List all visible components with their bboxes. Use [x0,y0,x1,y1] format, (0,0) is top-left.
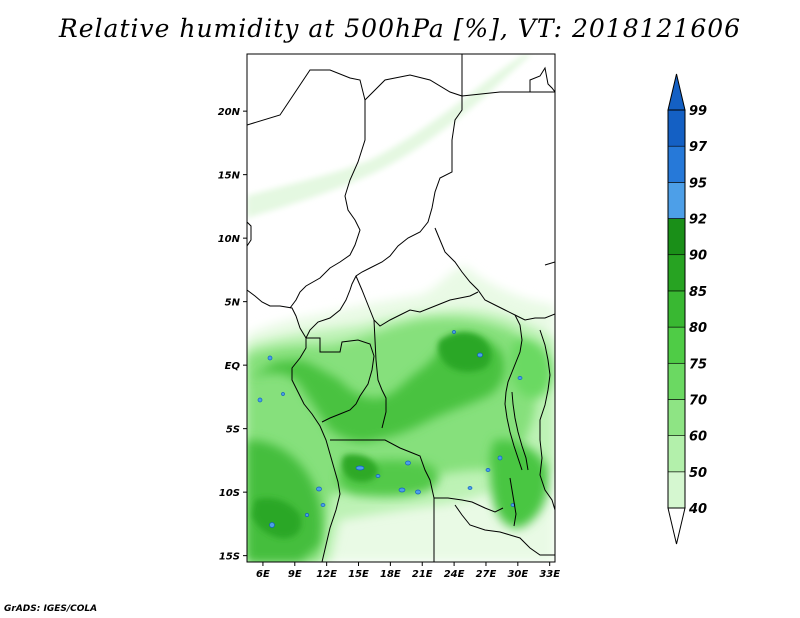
colorbar-level-label: 90 [689,249,707,264]
colorbar-bottom-triangle [667,507,686,545]
border-congo-1 [306,337,375,423]
x-axis: 6E 9E 12E 15E 18E 21E 24E 27E 30E 33E [256,562,560,580]
humidity-zone-90 [437,332,492,372]
y-tick-label: 5N [225,298,241,309]
humidity-99-pockets [257,330,523,528]
border-north-3 [305,96,463,339]
y-tick-label: 15N [218,171,241,182]
humidity-zone-85 [247,334,506,442]
border-east-coast [539,329,555,511]
humidity-field [247,54,555,562]
y-tick-label: 10N [218,234,241,245]
x-tick-label: 9E [288,569,302,580]
colorbar-level-label: 70 [689,393,707,408]
y-tick-label: 5S [226,425,240,436]
humidity-zone-90b [252,498,302,539]
x-tick-label: 33E [539,569,560,580]
border-north-2 [364,54,463,101]
colorbar-segment [667,471,686,509]
border-car-south [355,275,479,327]
border-uganda [505,314,523,393]
colorbar-level-label: 40 [688,502,707,517]
colorbar-level-label: 60 [689,430,707,445]
border-coastline-west [247,289,341,562]
humidity-band-north [247,54,532,218]
colorbar-segment [667,109,686,147]
colorbar-level-label: 80 [689,321,707,336]
border-east-1 [434,227,555,321]
colorbar-top-triangle [667,73,686,111]
colorbar-level-label: 97 [689,140,708,155]
border-drc-angola [330,439,504,513]
colorbar-segment [667,182,686,219]
colorbar-level-label: 75 [689,357,707,372]
colorbar-segment [667,254,686,292]
colorbar-segment [667,145,686,183]
colorbar-segment [667,218,686,256]
border-top-right-coast [529,66,555,93]
border-west-lake [247,221,252,247]
x-tick-label: 15E [348,569,369,580]
map-frame [246,53,556,563]
credit-label: GrADS: IGES/COLA [4,604,98,614]
colorbar-segment [667,326,686,364]
colorbar-level-label: 99 [689,104,707,119]
border-chad-sudan [461,91,555,97]
colorbar-level-label: 95 [689,176,707,191]
country-borders [247,54,555,562]
y-tick-label: 10S [219,488,240,499]
y-tick-label: 15S [219,552,240,563]
chart-title: Relative humidity at 500hPa [%], VT: 201… [58,14,742,43]
border-lake-tanganyika-2 [511,391,529,471]
colorbar-level-label: 92 [689,213,707,228]
x-tick-label: 6E [256,569,270,580]
colorbar-segment [667,290,686,328]
humidity-zone-80e [510,338,553,399]
border-kenya-north [544,261,555,266]
colorbar-level-label: 85 [689,285,707,300]
border-malawi [509,477,517,527]
y-axis: 15S 10S 5S EQ 5N 10N 15N 20N [218,107,247,563]
border-congo-2 [373,319,387,429]
x-tick-label: 30E [507,569,528,580]
x-tick-label: 18E [380,569,401,580]
x-tick-label: 27E [476,569,497,580]
colorbar-segment [667,435,686,473]
border-zambia-south [454,504,555,556]
colorbar-segment [667,362,686,400]
x-tick-label: 12E [316,569,337,580]
y-tick-label: 20N [218,107,241,118]
humidity-zone-85d [490,439,549,529]
colorbar-segment [667,399,686,436]
colorbar-legend: 40 50 60 70 75 80 85 90 92 95 97 99 [667,73,708,545]
border-lake-tanganyika [504,391,523,471]
colorbar-frame [667,109,686,509]
border-north-1 [247,69,366,309]
colorbar-level-label: 50 [689,466,707,481]
y-tick-label: EQ [225,361,241,372]
x-tick-label: 24E [444,569,465,580]
x-tick-label: 21E [412,569,433,580]
